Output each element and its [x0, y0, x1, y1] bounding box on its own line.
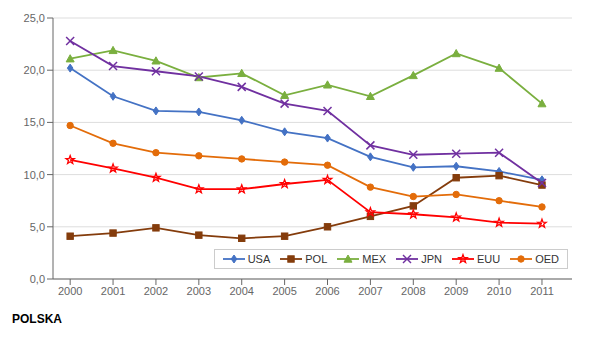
svg-text:20,0: 20,0 — [24, 64, 45, 76]
svg-text:2003: 2003 — [187, 285, 211, 297]
html-text:POLSKA: POLSKA — [12, 312, 62, 326]
html-text:OED: OED — [535, 253, 559, 265]
svg-text:2005: 2005 — [272, 285, 296, 297]
svg-text:15,0: 15,0 — [24, 116, 45, 128]
svg-text:25,0: 25,0 — [24, 12, 45, 24]
svg-text:10,0: 10,0 — [24, 169, 45, 181]
svg-text:2002: 2002 — [144, 285, 168, 297]
svg-text:2000: 2000 — [58, 285, 82, 297]
svg-text:2008: 2008 — [401, 285, 425, 297]
svg-text:0,0: 0,0 — [30, 273, 45, 285]
html-text:EUU: EUU — [476, 253, 501, 265]
svg-text:2011: 2011 — [530, 285, 554, 297]
svg-text:2009: 2009 — [444, 285, 468, 297]
html-text:USA: USA — [247, 253, 271, 265]
svg-text:5,0: 5,0 — [30, 221, 45, 233]
svg-text:2006: 2006 — [315, 285, 339, 297]
svg-text:2007: 2007 — [358, 285, 382, 297]
svg-text:2004: 2004 — [229, 285, 253, 297]
html-text:JPN: JPN — [421, 253, 442, 265]
svg-text:2001: 2001 — [101, 285, 125, 297]
html-text:POL: POL — [305, 253, 328, 265]
svg-text:2010: 2010 — [487, 285, 511, 297]
html-text:MEX: MEX — [362, 253, 387, 265]
